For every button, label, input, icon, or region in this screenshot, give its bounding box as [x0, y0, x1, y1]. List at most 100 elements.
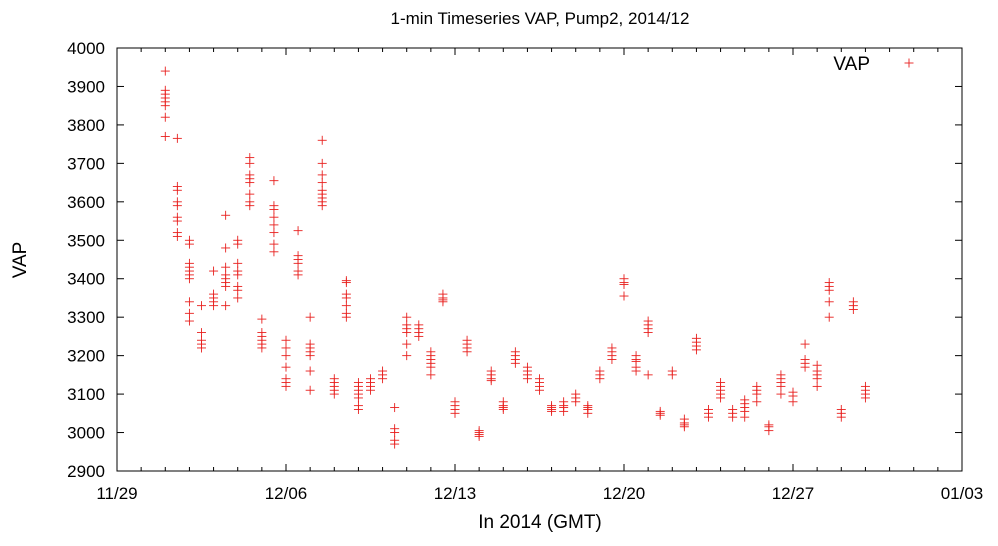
- data-point: [233, 266, 243, 276]
- data-point: [438, 289, 448, 299]
- data-point: [378, 366, 388, 376]
- data-point: [269, 212, 279, 222]
- data-point: [317, 158, 327, 168]
- y-tick-label: 3400: [67, 270, 105, 289]
- data-point: [402, 312, 412, 322]
- data-point: [390, 403, 400, 413]
- data-point: [595, 366, 605, 376]
- data-point: [245, 189, 255, 199]
- data-point: [221, 270, 231, 280]
- data-point: [184, 316, 194, 326]
- y-axis: 2900 3000 3100 3200 3300 3400 3500 3600 3700 3800…: [67, 39, 962, 481]
- data-point: [535, 374, 544, 384]
- x-tick-label: 11/29: [96, 484, 137, 503]
- data-point: [233, 281, 243, 291]
- y-tick-label: 3100: [67, 385, 105, 404]
- data-point: [160, 85, 170, 95]
- data-point: [752, 381, 762, 391]
- data-point: [257, 314, 267, 324]
- data-point: [293, 266, 303, 276]
- data-point: [836, 404, 846, 414]
- data-point: [462, 335, 472, 345]
- data-point: [788, 387, 798, 397]
- data-point: [269, 176, 279, 186]
- x-tick-label: 12/27: [772, 484, 815, 503]
- data-point: [329, 374, 339, 384]
- data-point: [209, 289, 219, 299]
- data-point: [341, 301, 351, 311]
- data-point: [160, 112, 170, 122]
- data-point: [426, 347, 436, 357]
- data-point: [776, 389, 786, 399]
- data-point: [353, 401, 363, 411]
- x-tick-label: 12/13: [434, 484, 477, 503]
- data-point: [583, 401, 593, 411]
- data-point: [172, 197, 182, 207]
- x-axis: 11/29 12/06 12/13 12/20 12/27 01/03: [96, 48, 983, 503]
- data-point: [269, 201, 279, 211]
- data-point: [824, 297, 834, 307]
- data-point: [281, 343, 291, 353]
- data-point: [366, 374, 375, 384]
- data-point: [172, 181, 182, 191]
- data-point: [233, 258, 243, 268]
- y-tick-label: 3600: [67, 193, 105, 212]
- data-point: [184, 297, 194, 307]
- x-axis-label: In 2014 (GMT): [478, 512, 602, 533]
- data-point: [402, 339, 412, 349]
- data-point: [655, 406, 665, 416]
- data-point: [293, 251, 303, 261]
- data-point: [402, 351, 412, 361]
- x-tick-label: 12/20: [603, 484, 646, 503]
- data-point: [667, 366, 677, 376]
- data-point: [341, 289, 351, 299]
- data-point: [402, 320, 412, 330]
- data-point: [281, 362, 291, 372]
- data-point: [184, 235, 194, 245]
- data-point: [559, 397, 569, 407]
- data-point: [197, 328, 206, 338]
- data-point: [390, 424, 400, 434]
- data-point: [522, 362, 532, 372]
- data-point: [691, 333, 701, 343]
- data-point: [221, 210, 231, 220]
- data-point: [269, 220, 279, 230]
- data-point: [281, 335, 291, 345]
- data-point: [269, 239, 279, 249]
- data-point: [197, 335, 206, 345]
- chart-title: 1-min Timeseries VAP, Pump2, 2014/12: [391, 9, 690, 28]
- data-point: [824, 312, 834, 322]
- data-point: [643, 316, 653, 326]
- data-point: [631, 351, 641, 361]
- data-point: [197, 301, 206, 311]
- data-point: [426, 370, 436, 380]
- data-point: [281, 351, 291, 361]
- legend-marker-symbol: [904, 58, 914, 68]
- data-point: [547, 401, 557, 411]
- x-tick-label: 12/06: [265, 484, 308, 503]
- data-point: [571, 389, 581, 399]
- y-tick-label: 3900: [67, 77, 105, 96]
- data-point: [341, 276, 351, 286]
- data-point: [172, 133, 182, 143]
- data-point: [619, 291, 629, 301]
- data-point: [317, 170, 327, 180]
- data-point: [607, 343, 617, 353]
- data-point: [716, 378, 726, 388]
- data-point: [390, 435, 400, 445]
- data-point: [643, 370, 653, 380]
- data-point: [257, 328, 267, 338]
- legend-label: VAP: [833, 54, 870, 75]
- data-point: [172, 228, 182, 238]
- data-point: [221, 243, 231, 253]
- data-point: [353, 378, 363, 388]
- y-tick-label: 3300: [67, 308, 105, 327]
- data-point: [752, 397, 762, 407]
- y-tick-label: 3500: [67, 231, 105, 250]
- data-point: [172, 212, 182, 222]
- data-point: [450, 397, 460, 407]
- data-point: [305, 312, 315, 322]
- data-point: [305, 366, 315, 376]
- data-point: [474, 426, 484, 436]
- data-point: [245, 153, 255, 163]
